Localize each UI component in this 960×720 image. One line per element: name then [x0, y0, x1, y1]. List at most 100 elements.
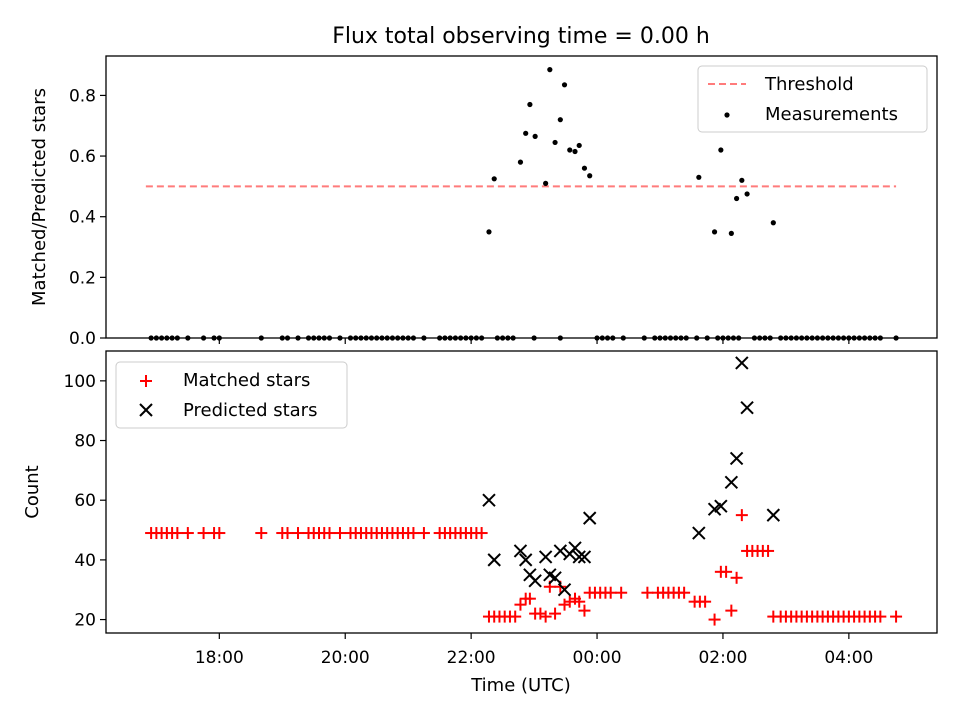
matched-star-point	[604, 586, 617, 599]
measurement-point	[572, 148, 578, 155]
ratio-y-tick-label: 0.0	[69, 329, 96, 349]
matched-star-point	[699, 595, 712, 608]
matched-star-point	[281, 527, 294, 540]
matched-star-point	[539, 610, 552, 623]
matched-star-point	[762, 544, 775, 557]
predicted-star-point	[729, 451, 744, 466]
ratio-legend-box	[697, 65, 928, 133]
ratio-y-tick-label: 0.4	[69, 208, 96, 228]
count-panel: 20 40 60 80 100 18:00 20:00 22:00 00:00 02:00 04:…	[22, 350, 938, 696]
matched-star-point	[708, 613, 721, 626]
measurement-point	[527, 101, 533, 108]
x-axis-label: Time (UTC)	[470, 675, 571, 696]
matched-star-point	[475, 527, 488, 540]
measurement-point	[532, 133, 538, 139]
predicted-star-point	[487, 553, 501, 567]
matched-star-point	[730, 571, 743, 584]
measurement-point	[491, 176, 497, 182]
measurement-point	[561, 82, 568, 88]
matched-star-point	[255, 527, 268, 540]
predicted-star-point	[572, 550, 586, 564]
ratio-plot-frame	[105, 55, 938, 339]
matched-star-point	[181, 527, 194, 540]
matched-star-point	[549, 607, 562, 620]
matched-star-point	[641, 586, 654, 599]
ratio-y-ticks: 0.0 0.2 0.4 0.6 0.8	[69, 86, 106, 349]
matched-star-point	[523, 592, 536, 605]
count-y-tick-label: 80	[74, 432, 96, 452]
predicted-star-point	[692, 526, 706, 540]
measurement-point	[728, 230, 734, 236]
predicted-legend-marker	[139, 403, 153, 417]
predicted-star-point	[714, 499, 728, 513]
count-legend: Matched stars Predicted stars	[115, 361, 348, 429]
matched-star-point	[417, 527, 430, 540]
ratio-y-tick-label: 0.8	[69, 86, 96, 106]
matched-star-point	[514, 598, 527, 611]
measurement-point	[696, 174, 702, 180]
predicted-star-point	[557, 583, 572, 597]
measurement-point	[523, 130, 529, 136]
predicted-star-point	[548, 571, 562, 585]
predicted-star-point	[740, 400, 754, 415]
x-tick-label: 22:00	[447, 648, 496, 668]
matched-star-point	[509, 610, 522, 623]
predicted-legend-label: Predicted stars	[183, 400, 317, 421]
predicted-star-point	[766, 508, 781, 522]
measurement-point	[552, 139, 558, 146]
matched-star-point	[735, 509, 748, 522]
count-y-tick-label: 20	[74, 611, 96, 631]
count-x-ticks: 18:00 20:00 22:00 00:00 02:00 04:00	[195, 633, 873, 668]
measurement-point	[718, 147, 724, 153]
matched-star-point	[725, 604, 738, 617]
measurement-point	[547, 67, 553, 73]
matched-star-point	[573, 595, 586, 608]
ratio-legend: Threshold Measurements	[697, 65, 928, 133]
measurement-point	[517, 159, 524, 165]
predicted-star-point	[482, 493, 496, 507]
predicted-star-point	[538, 550, 553, 564]
count-y-ticks: 20 40 60 80 100	[64, 372, 106, 631]
matched-star-point	[720, 565, 733, 578]
measurements-legend-marker	[724, 112, 730, 118]
matched-star-point	[558, 598, 571, 611]
measurement-point	[486, 229, 492, 235]
measurement-point	[733, 195, 740, 202]
matched-legend-label: Matched stars	[183, 370, 310, 391]
matched-star-point	[890, 610, 903, 623]
predicted-star-point	[724, 475, 739, 490]
measurement-point	[711, 229, 718, 235]
x-tick-label: 02:00	[698, 648, 747, 668]
ratio-y-tick-label: 0.2	[69, 268, 96, 288]
ratio-panel: Flux total observing time = 0.00 h 0.00.…	[29, 24, 938, 349]
predicted-star-point	[577, 550, 592, 564]
count-y-tick-label: 60	[74, 491, 96, 511]
count-plot-area	[145, 356, 903, 626]
predicted-star-point	[513, 544, 528, 558]
matched-star-point	[534, 607, 547, 620]
matched-star-point	[213, 527, 226, 540]
predicted-star-point	[735, 356, 749, 370]
count-y-tick-label: 100	[64, 372, 96, 392]
count-y-axis-label: Count	[22, 465, 43, 518]
threshold-legend-label: Threshold	[764, 74, 854, 95]
measurements-legend-label: Measurements	[765, 104, 898, 125]
ratio-x-ticks	[218, 338, 850, 344]
measurement-point	[581, 165, 588, 171]
matched-star-point	[333, 527, 346, 540]
matched-legend-marker	[140, 375, 152, 387]
measurement-point	[587, 173, 593, 179]
x-tick-label: 00:00	[573, 648, 622, 668]
x-tick-label: 04:00	[824, 648, 873, 668]
matched-star-point	[678, 586, 691, 599]
count-y-tick-label: 40	[74, 551, 96, 571]
chart-title: Flux total observing time = 0.00 h	[332, 24, 710, 49]
ratio-y-tick-label: 0.6	[69, 147, 96, 167]
measurement-point	[543, 180, 549, 186]
x-tick-label: 18:00	[195, 648, 244, 668]
predicted-star-point	[528, 574, 542, 588]
measurement-point	[744, 191, 750, 197]
ratio-y-axis-label: Matched/Predicted stars	[29, 88, 50, 306]
matched-star-point	[874, 610, 887, 623]
